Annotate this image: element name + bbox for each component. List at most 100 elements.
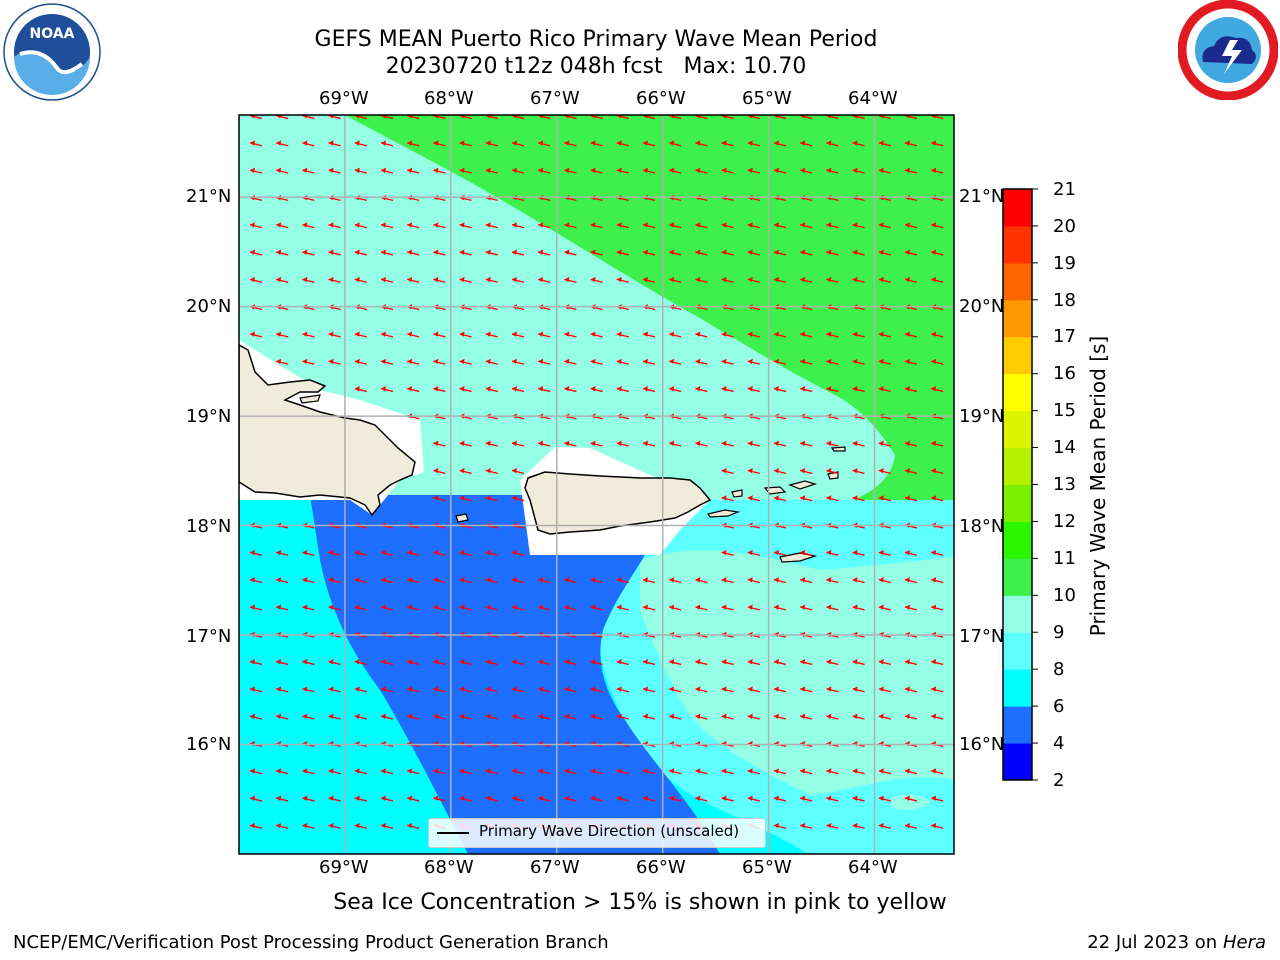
wave-arrow [276,115,289,120]
wave-arrow [904,577,918,584]
wave-arrow [590,795,603,802]
colorbar-segment [1003,410,1032,449]
wave-arrow [800,604,813,611]
wave-arrow [564,768,577,775]
wave-arrow [511,440,525,447]
wave-arrow [695,686,708,693]
wave-arrow [642,331,656,338]
wave-arrow [747,495,760,502]
wave-arrow [380,795,394,802]
wave-arrow [511,249,525,256]
wave-arrow [800,659,813,666]
wave-arrow [380,386,394,393]
wave-arrow [642,659,656,666]
wave-arrow [826,549,839,556]
wave-arrow [826,358,839,365]
wave-arrow [433,495,446,502]
wave-arrow [459,140,472,147]
wave-arrow [249,768,263,775]
wave-arrow [590,659,603,666]
wave-arrow [564,140,577,147]
map-gridlines [239,115,954,854]
wave-arrow [721,386,734,393]
wave-arrow [407,577,420,584]
wave-arrow [249,276,263,283]
wave-arrow [276,140,289,147]
colorbar-segment [1003,336,1032,375]
wave-arrow [328,358,341,365]
wave-arrow [931,577,944,584]
lat-tick-left: 16°N [186,734,232,755]
wave-arrow [904,249,918,256]
wave-arrow [564,577,577,584]
wave-arrow [485,577,498,584]
wave-arrow [433,577,446,584]
lat-tick-right: 18°N [959,516,1005,537]
wave-arrow [485,768,498,775]
colorbar-tick: 21 [1053,179,1076,200]
wave-arrow [826,495,839,502]
wave-arrow [721,549,734,556]
wave-arrow [747,686,760,693]
wave-arrow [878,140,891,147]
wave-arrow [800,713,813,720]
wave-arrow [800,276,813,283]
lon-tick-top: 66°W [636,88,686,109]
footer-date-text: 22 Jul 2023 on [1087,932,1223,953]
wave-arrow [773,604,787,611]
wave-arrow [407,822,420,829]
wave-arrow [800,115,813,120]
wave-arrow [616,604,629,611]
wave-arrow [302,713,315,720]
wave-arrow [380,577,394,584]
lat-tick-left: 20°N [186,296,232,317]
wave-arrow [538,577,551,584]
wave-arrow [642,713,656,720]
wave-arrow [407,686,420,693]
wave-arrow [747,386,760,393]
contour-4-6 [310,495,720,854]
lat-tick-right: 19°N [959,406,1005,427]
wave-arrow [380,115,394,120]
wave-arrow [642,577,656,584]
wave-arrow [721,577,734,584]
colorbar-frame [1002,188,1033,781]
wave-arrow [564,604,577,611]
wave-arrow [354,822,367,829]
wave-arrow [459,795,472,802]
wave-arrow [249,140,263,147]
wave-arrow [852,768,865,775]
wave-arrow [564,249,577,256]
wave-arrow [328,249,341,256]
wave-arrow [354,115,367,120]
wave-arrow [695,768,708,775]
wave-arrow [564,440,577,447]
wave-arrow [302,358,315,365]
wave-arrow [669,686,682,693]
wave-arrow [878,167,891,174]
wave-arrow [485,549,498,556]
wave-arrow [904,358,918,365]
wave-arrow [538,713,551,720]
lon-tick-bottom: 67°W [530,857,580,878]
wave-arrow [590,577,603,584]
wave-arrow [511,795,525,802]
wave-arrow [904,822,918,829]
nws-logo-icon [1178,0,1278,100]
colorbar-segment [1003,484,1032,522]
wave-arrow [642,140,656,147]
wave-arrow [354,222,367,229]
wave-arrow [773,822,787,829]
wave-arrow [538,659,551,666]
wave-arrow [852,659,865,666]
wave-arrow [328,331,341,338]
wave-arrow [669,249,682,256]
wave-arrow [302,604,315,611]
wave-arrow [276,659,289,666]
sea-ice-note: Sea Ice Concentration > 15% is shown in … [333,890,947,915]
wave-arrow [485,386,498,393]
wave-arrow [276,249,289,256]
lon-tick-bottom: 64°W [848,857,898,878]
wave-arrow [878,467,891,474]
wave-arrow [590,276,603,283]
